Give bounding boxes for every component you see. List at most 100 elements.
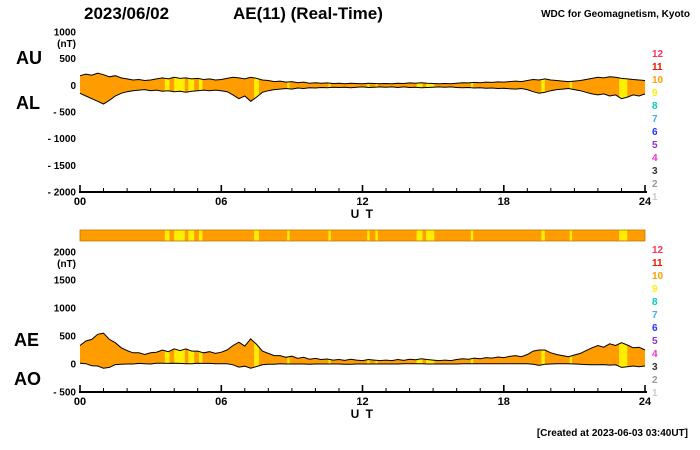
- station-stripe: [470, 333, 474, 369]
- station-stripe: [328, 333, 331, 369]
- legend-station-count: 1: [652, 192, 658, 203]
- legend-station-count: 11: [652, 258, 663, 269]
- au-curve: [79, 72, 646, 85]
- ao-axis-label: AO: [14, 369, 41, 389]
- station-stripe: [367, 333, 370, 369]
- x-tick-label: 00: [74, 196, 86, 208]
- station-stripe: [426, 73, 435, 104]
- legend-station-count: 11: [652, 62, 663, 73]
- x-tick-label: 24: [639, 396, 652, 408]
- station-stripe: [174, 230, 185, 241]
- legend-station-count: 6: [652, 323, 658, 334]
- station-stripe: [188, 230, 195, 241]
- station-stripe: [416, 230, 423, 241]
- y-tick-label: 2000: [54, 248, 77, 259]
- station-stripe: [416, 73, 423, 104]
- y-tick-label: - 1000: [48, 134, 77, 145]
- area-fill-au-al: [80, 73, 645, 104]
- al-curve: [79, 86, 646, 105]
- station-stripe: [198, 73, 203, 104]
- y-axis-unit: (nT): [57, 39, 76, 50]
- station-stripe: [287, 73, 290, 104]
- station-stripe: [541, 333, 545, 369]
- x-tick-label: 12: [356, 396, 368, 408]
- station-stripe: [619, 230, 628, 241]
- station-stripe: [287, 333, 290, 369]
- legend-station-count: 1: [652, 388, 658, 399]
- station-stripe: [569, 230, 573, 241]
- x-axis-title: U T: [351, 207, 375, 221]
- x-tick-label: 12: [356, 196, 368, 208]
- legend-station-count: 9: [652, 284, 658, 295]
- station-stripe: [541, 230, 545, 241]
- y-tick-label: - 1500: [48, 161, 77, 172]
- legend-station-count: 10: [652, 271, 664, 282]
- station-stripe: [416, 333, 423, 369]
- legend-station-count: 3: [652, 166, 658, 177]
- station-stripe: [164, 230, 170, 241]
- station-stripe: [198, 230, 203, 241]
- station-stripe: [188, 73, 195, 104]
- y-axis-unit: (nT): [57, 259, 76, 270]
- legend-station-count: 4: [652, 349, 658, 360]
- created-timestamp: [Created at 2023-06-03 03:40UT]: [536, 428, 688, 439]
- station-stripe: [174, 333, 185, 369]
- legend-station-count: 2: [652, 179, 658, 190]
- ao-curve: [79, 362, 646, 369]
- x-tick-label: 00: [74, 396, 86, 408]
- station-stripe: [569, 333, 573, 369]
- station-stripe: [254, 333, 259, 369]
- station-stripe: [164, 333, 170, 369]
- x-tick-label: 06: [215, 396, 227, 408]
- ae-axis-label: AE: [14, 330, 40, 350]
- station-stripe: [619, 333, 628, 369]
- station-stripe: [470, 73, 474, 104]
- station-stripe: [164, 73, 170, 104]
- ae-curve: [79, 332, 646, 362]
- x-tick-label: 18: [498, 396, 510, 408]
- station-stripe: [375, 73, 378, 104]
- legend-station-count: 7: [652, 114, 658, 125]
- x-tick-label: 18: [498, 196, 510, 208]
- station-stripe: [541, 73, 545, 104]
- legend-station-count: 5: [652, 336, 658, 347]
- y-tick-label: - 500: [53, 388, 76, 399]
- station-stripe: [198, 333, 203, 369]
- station-stripe: [174, 73, 185, 104]
- y-tick-label: 0: [70, 360, 76, 371]
- source-label: WDC for Geomagnetism, Kyoto: [541, 9, 690, 20]
- y-tick-label: 0: [70, 81, 76, 92]
- station-stripe: [375, 333, 378, 369]
- y-tick-label: 500: [59, 54, 76, 65]
- legend-station-count: 7: [652, 310, 658, 321]
- legend-station-count: 12: [652, 49, 664, 60]
- station-stripe: [254, 230, 259, 241]
- station-stripe: [367, 230, 370, 241]
- legend-station-count: 12: [652, 245, 664, 256]
- legend-station-count: 3: [652, 362, 658, 373]
- plot-title: AE(11) (Real-Time): [233, 4, 383, 23]
- legend-station-count: 6: [652, 127, 658, 138]
- date-label: 2023/06/02: [84, 4, 170, 23]
- x-tick-label: 24: [639, 196, 652, 208]
- y-tick-label: 500: [59, 332, 76, 343]
- y-tick-label: 1500: [54, 276, 77, 287]
- station-stripe: [254, 73, 259, 104]
- y-tick-label: - 2000: [48, 188, 77, 199]
- y-tick-label: - 500: [53, 108, 76, 119]
- station-stripe: [328, 230, 331, 241]
- legend-station-count: 9: [652, 88, 658, 99]
- station-stripe: [426, 333, 435, 369]
- station-stripe: [619, 73, 628, 104]
- legend-station-count: 8: [652, 297, 658, 308]
- area-fill-ae-ao: [80, 333, 645, 369]
- station-stripe: [287, 230, 290, 241]
- al-axis-label: AL: [16, 93, 40, 113]
- station-stripe: [569, 73, 573, 104]
- y-tick-label: 1000: [54, 28, 77, 39]
- legend-station-count: 5: [652, 140, 658, 151]
- station-count-bar: [79, 229, 646, 242]
- x-axis-title: U T: [351, 407, 375, 421]
